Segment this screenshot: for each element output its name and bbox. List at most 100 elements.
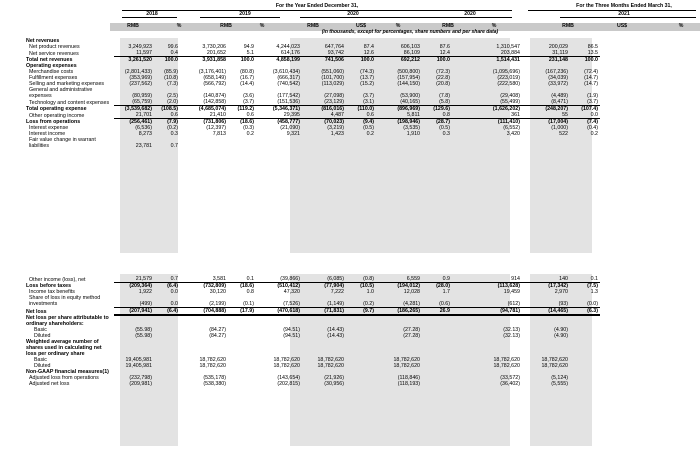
row-label: Net service revenues [29, 50, 79, 57]
cell: 522 [559, 131, 568, 137]
cell: 3,581 [212, 276, 226, 282]
row-label: Net product revenues [29, 44, 80, 50]
table-row: Basic (55.98) (84.27) (94.51) (14.43) (27… [24, 327, 600, 333]
cell: (29,408) [500, 93, 520, 99]
cell: (470,618) [256, 306, 302, 316]
cell: (0.5) [439, 125, 450, 131]
row-label: Income tax benefits [29, 289, 75, 295]
cell [452, 137, 522, 149]
cell: (7.4) [570, 118, 600, 125]
cell [256, 137, 302, 149]
cell: (17.9) [228, 306, 256, 316]
row-label: Total net revenues [26, 57, 73, 63]
table-row: Total net revenues 3,261,520 100.0 3,931,… [24, 56, 600, 63]
col-pct-2018: % [176, 23, 182, 29]
cell: 0.3 [442, 131, 450, 137]
cell: (1,149) [327, 300, 344, 307]
cell: 30,120 [209, 289, 226, 295]
cell: (34,039) [548, 75, 568, 81]
column-header-band [110, 23, 700, 31]
row-label: Total operating expense [26, 106, 87, 112]
cell: (55.98) [135, 326, 152, 333]
row-label: Diluted [34, 362, 51, 369]
cell: (5,124) [551, 374, 568, 381]
table-row: Loss from operations (256,461) (7.9) (731… [24, 118, 600, 125]
cell: (107.4) [570, 105, 600, 112]
cell: 86.5 [587, 44, 598, 50]
cell: 13.5 [587, 50, 598, 56]
cell: (10.5) [346, 282, 376, 289]
cell: (2.5) [167, 93, 178, 99]
cell: (896,969) [376, 105, 422, 112]
cell: (7.3) [167, 81, 178, 87]
cell [154, 381, 180, 387]
cell: (32.13) [503, 332, 520, 339]
cell: (0.5) [363, 125, 374, 131]
cell: 18,782,620 [493, 356, 520, 363]
cell: (72.3) [436, 69, 450, 75]
cell: (658,149) [203, 75, 226, 81]
cell: (94.51) [283, 332, 300, 339]
cell: (5,346,371) [256, 105, 302, 112]
cell: 23,781 [135, 143, 152, 149]
cell: (1,095,696) [492, 69, 520, 75]
cell: (5.8) [439, 99, 450, 105]
cell: (731,806) [180, 118, 228, 125]
cell: (3,535) [403, 125, 420, 131]
cell: 201,652 [206, 50, 226, 56]
cell: 31,119 [552, 50, 568, 56]
cell: (202,815) [277, 380, 300, 387]
cell [422, 137, 452, 149]
section-row: Weighted average number of shares used i… [24, 339, 600, 357]
cell: (7.8) [439, 93, 450, 99]
cell: (551,060) [321, 69, 344, 75]
cell: (0.0) [587, 300, 598, 307]
cell: (566,792) [203, 81, 226, 87]
cell: (85.9) [164, 69, 178, 75]
cell: 1,514,431 [452, 56, 522, 63]
cell: 361 [511, 112, 520, 118]
cell: 914 [511, 276, 520, 282]
col-rmb-2020q: RMB [442, 23, 454, 29]
cell: (22.8) [436, 75, 450, 81]
cell: (7.5) [570, 282, 600, 289]
cell: 18,782,620 [273, 362, 300, 369]
cell: (33,972) [548, 81, 568, 87]
cell: 6,559 [406, 276, 420, 282]
cell: (113,029) [321, 81, 344, 87]
cell [180, 137, 228, 149]
cell: (2,801,433) [124, 69, 152, 75]
cell: 29,395 [283, 112, 300, 118]
cell: 614,176 [280, 50, 300, 56]
cell: (142,858) [203, 99, 226, 105]
cell: (248,207) [522, 105, 570, 112]
table-row: Interest income 8,273 0.3 7,813 0.2 9,321 1… [24, 131, 600, 137]
row-label: Basic [34, 326, 47, 333]
cell: (14.7) [584, 75, 598, 81]
cell: (157,954) [397, 75, 420, 81]
cell: 0.8 [442, 112, 450, 118]
cell: 3,261,520 [114, 56, 154, 63]
cell: (3,219) [327, 125, 344, 131]
row-label: Other income (loss), net [29, 276, 86, 283]
table-row: Net product revenues 3,249,923 99.6 3,730… [24, 44, 600, 50]
cell: 12.4 [439, 50, 450, 56]
section-row: Net loss per share attributable to ordin… [24, 315, 600, 327]
cell: (84.27) [209, 326, 226, 333]
cell: 606,103 [400, 44, 420, 50]
table-row: Basic 19,405,981 18,782,620 18,782,620 18… [24, 357, 600, 363]
cell: (194,012) [376, 282, 422, 289]
cell: (500,800) [397, 69, 420, 75]
cell: 0.9 [442, 276, 450, 282]
cell: 19,405,981 [125, 362, 152, 369]
cell: 0.6 [246, 112, 254, 118]
cell: (2.0) [167, 99, 178, 105]
cell: (94.51) [283, 326, 300, 333]
cell: 18,782,620 [317, 356, 344, 363]
table-row: Other operating income 21,701 0.6 21,410 0… [24, 112, 600, 119]
cell: 5.1 [246, 50, 254, 56]
cell: (32.13) [503, 326, 520, 333]
row-label: General and administrative expenses [29, 87, 93, 99]
cell: (1,626,202) [452, 105, 522, 112]
cell: 0.2 [246, 131, 254, 137]
